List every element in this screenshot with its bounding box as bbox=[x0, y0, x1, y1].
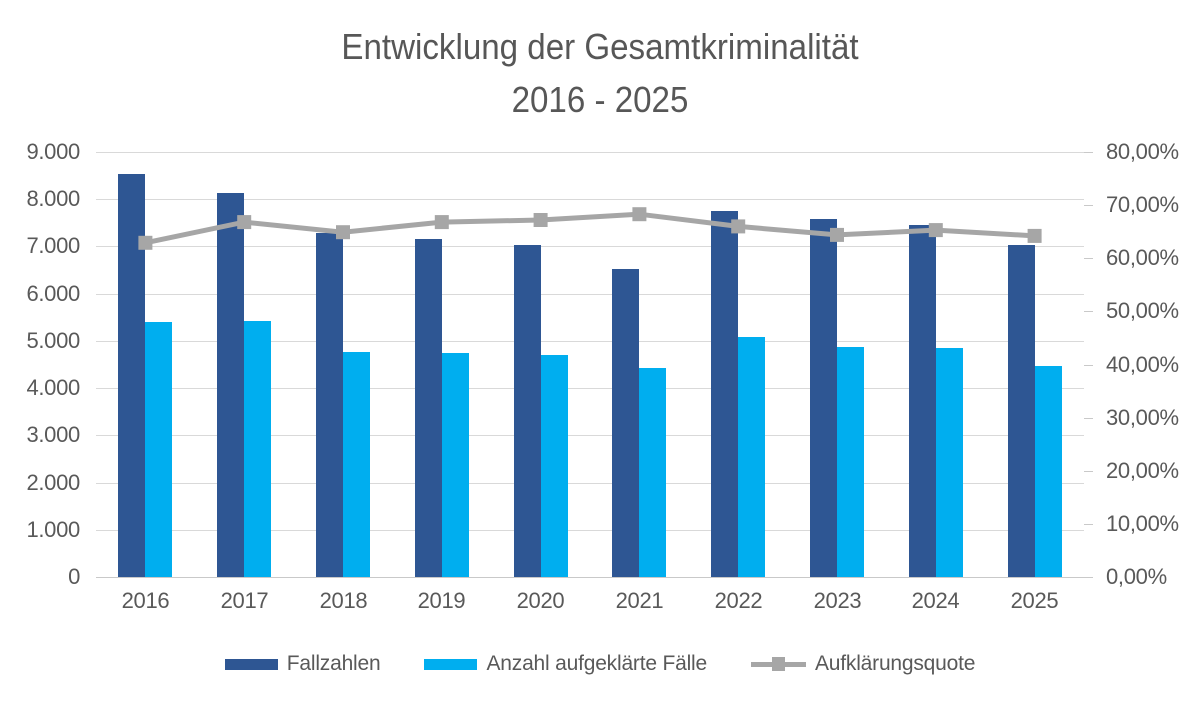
x-axis-year-label: 2023 bbox=[813, 588, 862, 613]
chart-subtitle: 2016 - 2025 bbox=[511, 79, 689, 120]
y-axis-left-tick-label: 9.000 bbox=[26, 139, 80, 164]
y-axis-right-tick-label: 80,00% bbox=[1106, 139, 1179, 164]
legend-item-aufgeklaerte-faelle: Anzahl aufgeklärte Fälle bbox=[424, 652, 707, 676]
y-axis-right-tick-label: 30,00% bbox=[1106, 404, 1179, 430]
y-axis-left-tick-label: 6.000 bbox=[26, 280, 80, 306]
right-axis-tick-mark bbox=[1084, 152, 1093, 153]
line-marker-2019 bbox=[434, 215, 449, 230]
y-axis-left-tick-label: 5.000 bbox=[26, 327, 80, 353]
gridline bbox=[96, 530, 1084, 531]
x-axis-year-label: 2016 bbox=[121, 588, 170, 613]
bar-fallzahlen-2017 bbox=[217, 193, 244, 577]
legend-item-fallzahlen: Fallzahlen bbox=[224, 652, 381, 676]
legend-label-aufklaerungsquote: Aufklärungsquote bbox=[814, 652, 976, 675]
bar-aufgeklaerte-faelle-2025 bbox=[1035, 366, 1062, 577]
line-marker-2016 bbox=[138, 235, 153, 250]
x-axis-year-label: 2017 bbox=[220, 588, 269, 613]
bar-aufgeklaerte-faelle-2019 bbox=[442, 353, 469, 577]
y-axis-left-tick-label: 8.000 bbox=[26, 186, 80, 212]
y-axis-left-tick-label: 7.000 bbox=[26, 233, 80, 259]
line-marker-2025 bbox=[1027, 228, 1042, 243]
y-axis-right-tick-label: 50,00% bbox=[1106, 298, 1179, 324]
bar-aufgeklaerte-faelle-2023 bbox=[837, 347, 864, 577]
bar-fallzahlen-2022 bbox=[711, 211, 738, 577]
line-marker-2023 bbox=[830, 227, 844, 242]
bar-aufgeklaerte-faelle-2018 bbox=[343, 352, 370, 577]
legend-swatch-aufgeklaerte-faelle bbox=[424, 658, 478, 670]
y-axis-right-tick-label: 60,00% bbox=[1106, 245, 1179, 271]
gridline bbox=[96, 388, 1084, 389]
line-marker-2020 bbox=[533, 213, 548, 227]
line-marker-2017 bbox=[237, 215, 252, 230]
y-axis-left-tick-label: 0 bbox=[68, 564, 80, 589]
gridline bbox=[96, 483, 1084, 484]
y-axis-right-tick-label: 20,00% bbox=[1106, 457, 1179, 483]
right-axis-tick-mark bbox=[1084, 258, 1093, 260]
y-axis-right-tick-label: 70,00% bbox=[1106, 192, 1179, 218]
bar-aufgeklaerte-faelle-2016 bbox=[145, 322, 172, 577]
y-axis-right-tick-label: 0,00% bbox=[1106, 564, 1167, 589]
aufklaerungsquote-line bbox=[138, 207, 1042, 250]
x-axis-year-label: 2022 bbox=[714, 588, 763, 613]
chart-title: Entwicklung der Gesamtkriminalität bbox=[341, 26, 859, 67]
right-axis-tick-mark bbox=[1084, 577, 1093, 578]
y-axis-left-tick-label: 4.000 bbox=[26, 375, 80, 401]
right-axis-tick-mark bbox=[1084, 311, 1093, 313]
right-axis-tick-mark bbox=[1084, 523, 1093, 525]
legend-swatch-fallzahlen bbox=[224, 658, 278, 670]
legend-label-fallzahlen: Fallzahlen bbox=[286, 652, 381, 675]
y-axis-left-tick-label: 2.000 bbox=[26, 469, 80, 495]
right-axis-tick-mark bbox=[1084, 470, 1093, 472]
line-marker-2018 bbox=[336, 225, 350, 240]
x-axis-year-label: 2021 bbox=[615, 588, 664, 613]
bar-fallzahlen-2019 bbox=[415, 239, 442, 577]
gridline bbox=[96, 199, 1084, 200]
legend-line-marker-icon bbox=[750, 657, 806, 671]
line-marker-2024 bbox=[928, 223, 943, 238]
bar-fallzahlen-2018 bbox=[316, 233, 343, 577]
gridline bbox=[96, 294, 1084, 295]
bar-aufgeklaerte-faelle-2017 bbox=[244, 321, 271, 577]
bar-fallzahlen-2025 bbox=[1008, 245, 1035, 577]
legend-label-aufgeklaerte-faelle: Anzahl aufgeklärte Fälle bbox=[486, 652, 707, 675]
line-marker-2022 bbox=[731, 219, 746, 234]
y-axis-right-tick-label: 10,00% bbox=[1106, 510, 1179, 536]
legend: Fallzahlen Anzahl aufgeklärte Fälle Aufk… bbox=[0, 652, 1200, 676]
x-axis-year-label: 2024 bbox=[911, 588, 960, 613]
y-axis-right-tick-label: 40,00% bbox=[1106, 351, 1179, 377]
bar-fallzahlen-2021 bbox=[612, 269, 639, 577]
gridline bbox=[96, 341, 1084, 342]
bar-aufgeklaerte-faelle-2021 bbox=[639, 368, 666, 577]
y-axis-left-tick-label: 3.000 bbox=[26, 422, 80, 448]
line-marker-2021 bbox=[632, 207, 647, 222]
right-axis-tick-mark bbox=[1084, 205, 1093, 207]
legend-item-aufklaerungsquote: Aufklärungsquote bbox=[750, 652, 976, 676]
right-axis-tick-mark bbox=[1084, 364, 1093, 366]
bar-aufgeklaerte-faelle-2022 bbox=[738, 337, 765, 577]
bar-aufgeklaerte-faelle-2024 bbox=[936, 348, 963, 577]
gridline bbox=[96, 246, 1084, 247]
bar-fallzahlen-2024 bbox=[909, 225, 936, 577]
chart-title-block: Entwicklung der Gesamtkriminalität 2016 … bbox=[48, 20, 1152, 126]
plot-area bbox=[96, 152, 1084, 578]
x-axis-year-label: 2020 bbox=[516, 588, 565, 613]
bar-aufgeklaerte-faelle-2020 bbox=[541, 355, 568, 577]
bar-fallzahlen-2020 bbox=[514, 245, 541, 577]
x-axis-year-label: 2025 bbox=[1010, 588, 1059, 613]
x-axis-line bbox=[96, 577, 1084, 578]
gridline bbox=[96, 152, 1084, 153]
y-axis-left-tick-label: 1.000 bbox=[26, 516, 80, 542]
bar-fallzahlen-2023 bbox=[810, 219, 837, 577]
gridline bbox=[96, 435, 1084, 436]
x-axis-year-label: 2019 bbox=[417, 588, 466, 613]
right-axis-tick-mark bbox=[1084, 417, 1093, 419]
x-axis-year-label: 2018 bbox=[319, 588, 368, 613]
line-path bbox=[144, 211, 1035, 246]
